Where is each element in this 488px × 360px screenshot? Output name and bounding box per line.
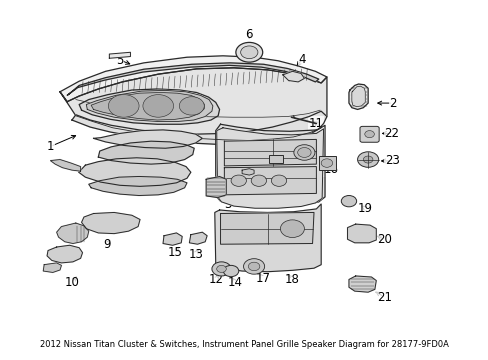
Text: 1: 1 [46, 140, 54, 153]
Circle shape [251, 175, 266, 186]
Polygon shape [220, 212, 313, 244]
FancyBboxPatch shape [318, 156, 335, 170]
Polygon shape [224, 167, 316, 195]
Circle shape [179, 97, 204, 115]
Text: 19: 19 [357, 202, 372, 215]
Polygon shape [60, 56, 326, 102]
Circle shape [297, 148, 310, 157]
Polygon shape [348, 84, 367, 109]
Text: 2: 2 [388, 96, 396, 109]
Circle shape [280, 220, 304, 238]
Text: 20: 20 [376, 233, 391, 246]
Circle shape [321, 159, 332, 167]
Polygon shape [67, 63, 318, 95]
Circle shape [235, 42, 262, 62]
Polygon shape [60, 68, 326, 143]
Polygon shape [347, 224, 376, 243]
Polygon shape [206, 176, 226, 198]
Polygon shape [91, 93, 204, 120]
Text: 8: 8 [255, 173, 262, 186]
Circle shape [341, 195, 356, 207]
Circle shape [271, 175, 286, 186]
Polygon shape [79, 89, 219, 124]
Circle shape [223, 265, 238, 277]
Text: 4: 4 [298, 53, 305, 66]
Text: 13: 13 [188, 248, 203, 261]
Text: 10: 10 [64, 276, 79, 289]
Text: 18: 18 [285, 273, 299, 286]
Circle shape [293, 145, 314, 160]
Text: 6: 6 [245, 28, 252, 41]
Polygon shape [189, 232, 207, 244]
Polygon shape [81, 212, 140, 234]
Polygon shape [57, 223, 89, 243]
Polygon shape [72, 111, 326, 145]
Polygon shape [351, 86, 365, 107]
Polygon shape [86, 90, 212, 121]
Text: 23: 23 [384, 154, 399, 167]
Circle shape [108, 95, 139, 117]
Polygon shape [215, 124, 325, 207]
Text: 5: 5 [116, 54, 123, 67]
Text: 9: 9 [103, 238, 110, 251]
Circle shape [364, 131, 374, 138]
Polygon shape [282, 71, 304, 82]
Text: 14: 14 [227, 276, 242, 289]
Text: 22: 22 [384, 127, 399, 140]
Circle shape [231, 175, 246, 186]
Polygon shape [214, 204, 321, 272]
Polygon shape [224, 139, 316, 166]
Circle shape [142, 95, 173, 117]
Circle shape [363, 156, 372, 163]
Text: 17: 17 [255, 271, 270, 284]
Polygon shape [109, 52, 130, 58]
Circle shape [248, 262, 259, 271]
Text: 12: 12 [208, 273, 223, 286]
Text: 15: 15 [167, 246, 182, 259]
Circle shape [357, 152, 378, 167]
Polygon shape [242, 169, 254, 175]
Polygon shape [163, 233, 182, 245]
Polygon shape [98, 141, 194, 164]
FancyBboxPatch shape [359, 126, 378, 142]
Circle shape [211, 262, 231, 276]
Text: 11: 11 [308, 117, 323, 130]
Polygon shape [50, 159, 81, 171]
Polygon shape [43, 263, 61, 273]
Text: 2012 Nissan Titan Cluster & Switches, Instrument Panel Grille Speaker Diagram fo: 2012 Nissan Titan Cluster & Switches, In… [40, 339, 448, 348]
Text: 3: 3 [224, 198, 231, 211]
Polygon shape [79, 158, 190, 186]
Circle shape [216, 265, 226, 273]
FancyBboxPatch shape [269, 155, 282, 163]
Text: 16: 16 [323, 163, 338, 176]
Text: 21: 21 [376, 291, 391, 303]
Polygon shape [348, 276, 376, 292]
Polygon shape [93, 130, 202, 148]
Text: 7: 7 [284, 153, 291, 166]
Circle shape [243, 259, 264, 274]
Polygon shape [47, 245, 82, 263]
Circle shape [240, 46, 257, 59]
Polygon shape [216, 128, 323, 208]
Polygon shape [89, 176, 186, 195]
